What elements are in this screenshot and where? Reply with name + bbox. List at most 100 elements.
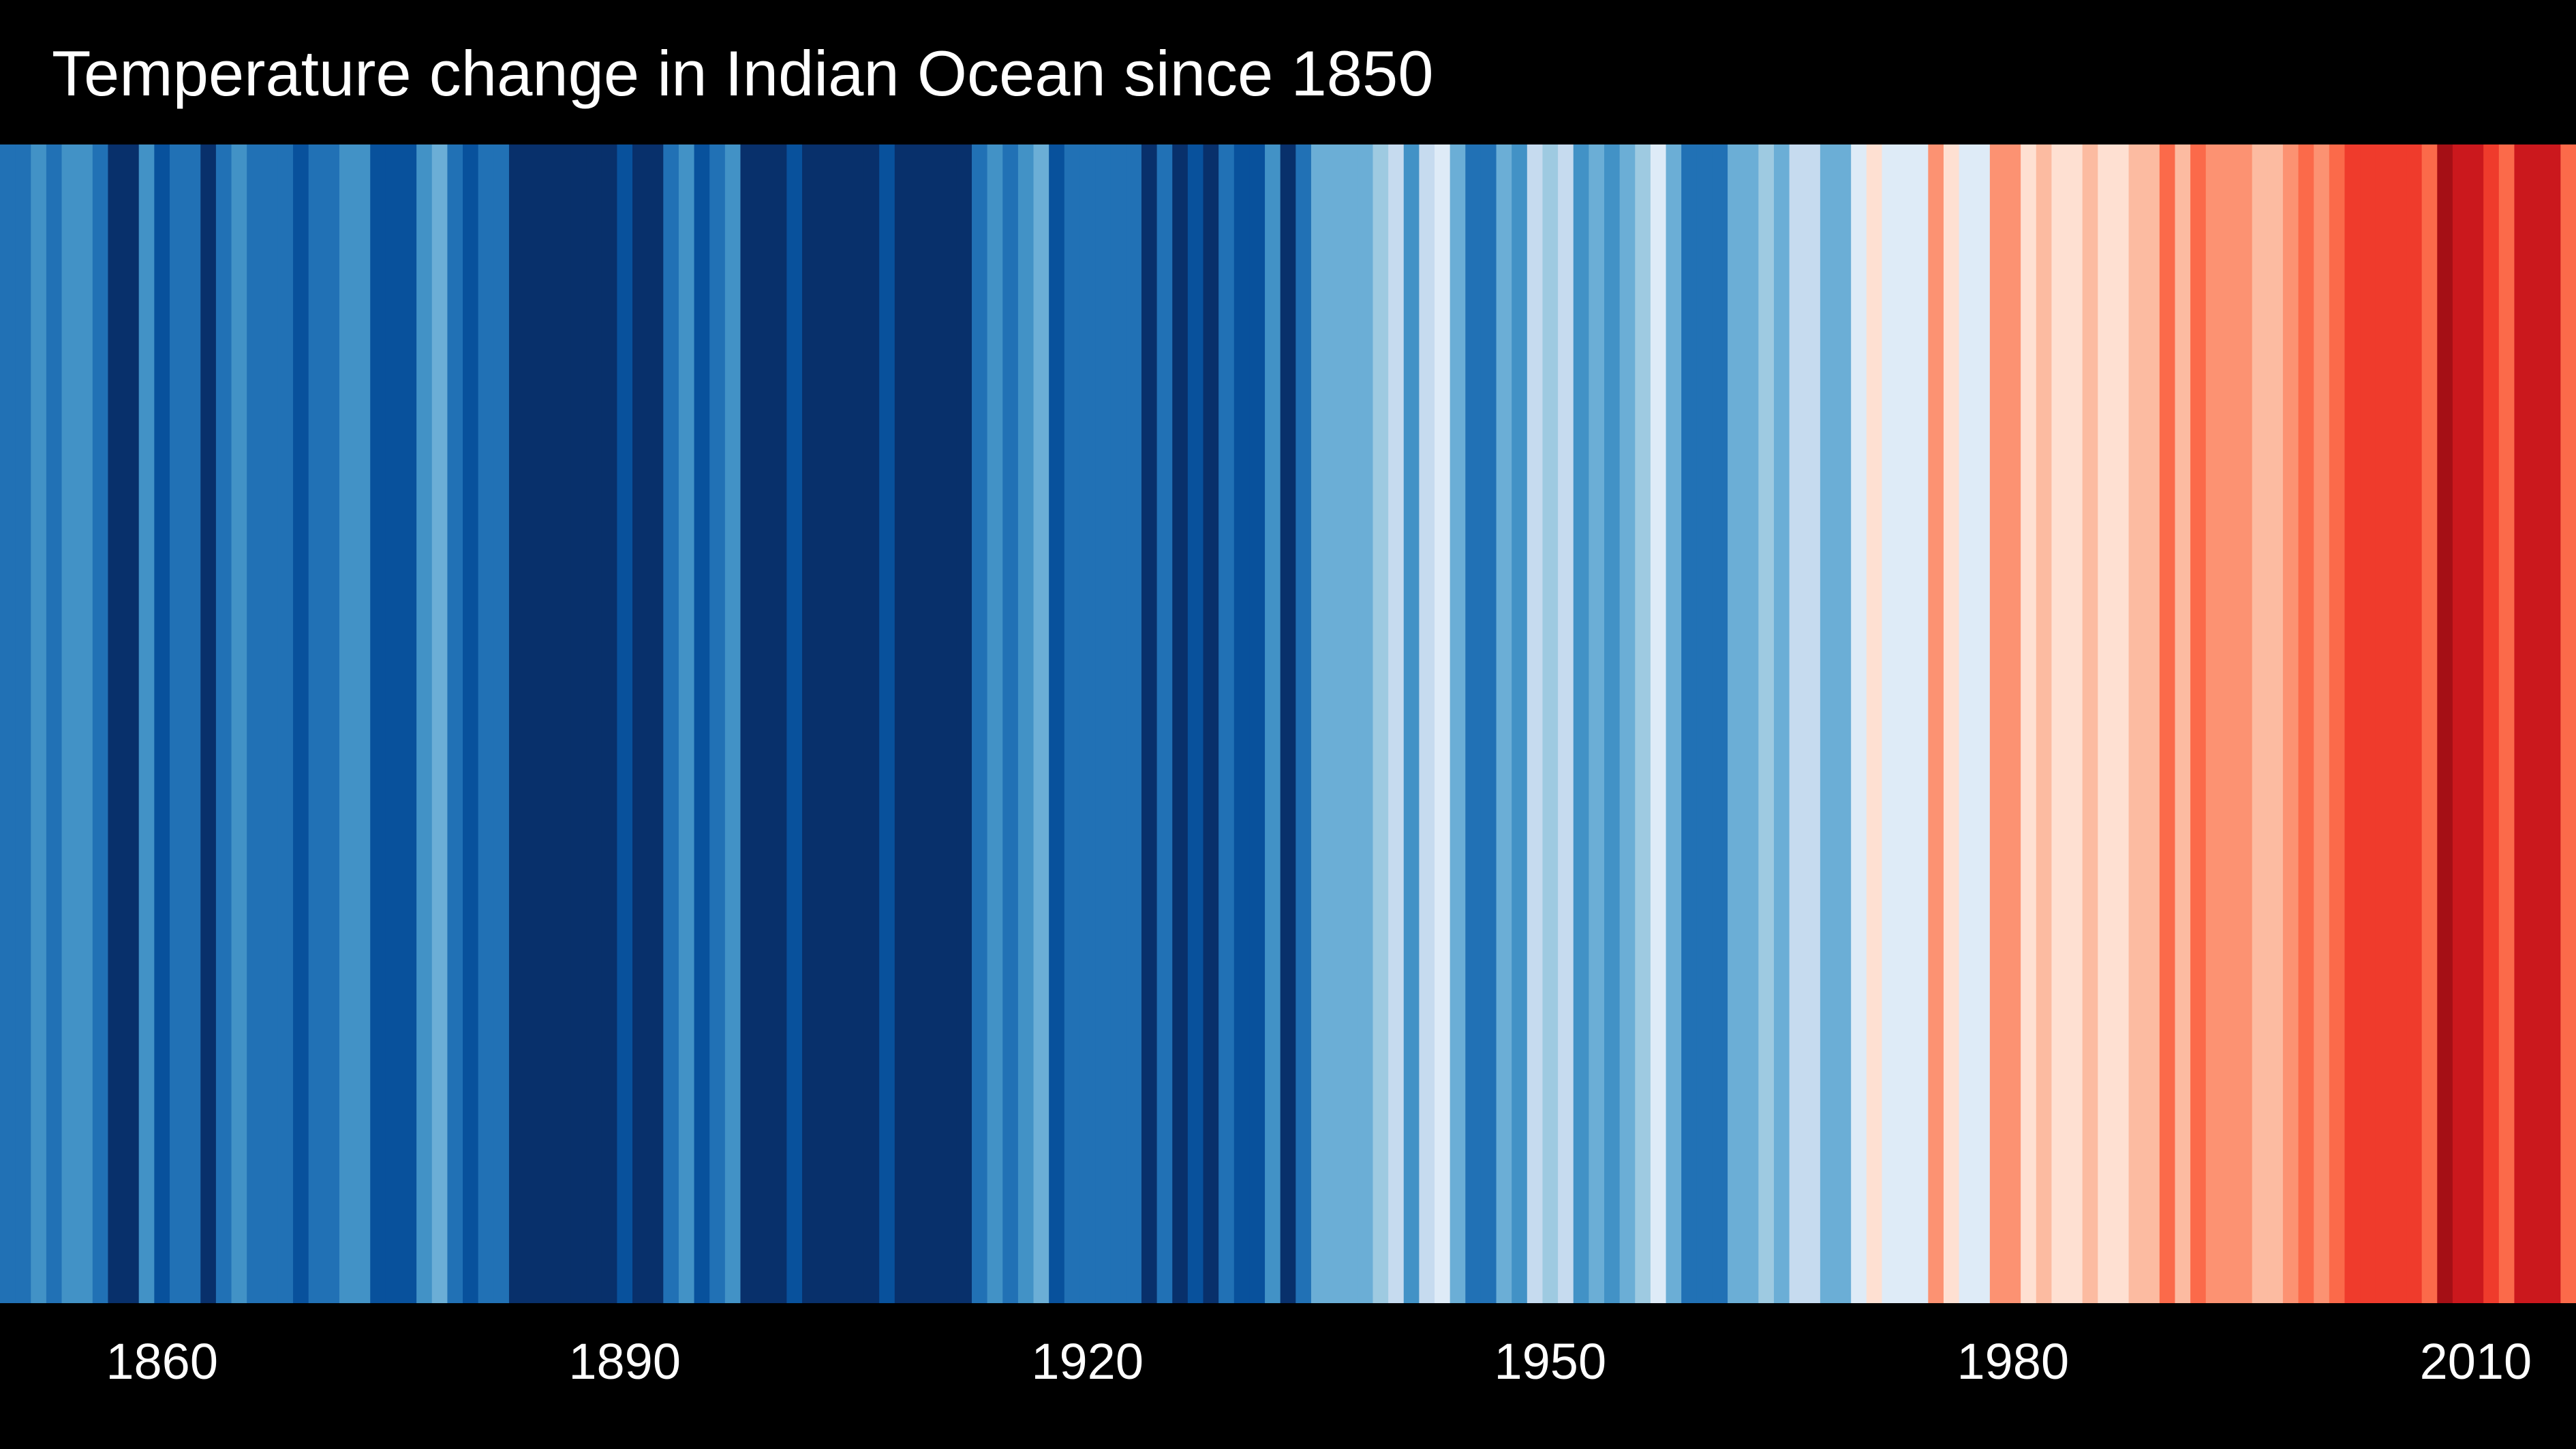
stripe-1948	[1512, 144, 1528, 1303]
stripe-1990	[2159, 144, 2176, 1303]
stripe-1967	[1805, 144, 1821, 1303]
stripe-1972	[1882, 144, 1898, 1303]
stripe-1850	[0, 144, 16, 1303]
stripe-1932	[1265, 144, 1281, 1303]
stripe-2008	[2437, 144, 2453, 1303]
stripe-1906	[863, 144, 880, 1303]
stripe-1920	[1079, 144, 1096, 1303]
stripe-2010	[2468, 144, 2484, 1303]
chart-title: Temperature change in Indian Ocean since…	[52, 37, 1434, 109]
stripe-1880	[463, 144, 479, 1303]
stripe-1995	[2237, 144, 2253, 1303]
stripe-1878	[431, 144, 448, 1303]
stripe-1986	[2098, 144, 2114, 1303]
stripe-1994	[2221, 144, 2237, 1303]
stripe-1983	[2051, 144, 2068, 1303]
stripe-1922	[1110, 144, 1126, 1303]
stripe-1907	[879, 144, 895, 1303]
stripe-2015	[2545, 144, 2561, 1303]
warming-stripes-chart	[0, 144, 2576, 1303]
stripe-1902	[802, 144, 818, 1303]
stripe-1976	[1943, 144, 1960, 1303]
stripe-1965	[1773, 144, 1790, 1303]
stripe-1956	[1635, 144, 1651, 1303]
stripe-1923	[1126, 144, 1142, 1303]
stripe-1970	[1851, 144, 1867, 1303]
stripe-1935	[1310, 144, 1328, 1303]
stripe-1900	[771, 144, 787, 1303]
stripe-1891	[632, 144, 649, 1303]
x-tick-label: 2010	[2419, 1333, 2532, 1390]
stripe-1964	[1758, 144, 1775, 1303]
stripe-1854	[61, 144, 78, 1303]
stripe-1979	[1989, 144, 2006, 1303]
stripe-1917	[1033, 144, 1049, 1303]
stripe-1858	[123, 144, 140, 1303]
stripe-1887	[570, 144, 587, 1303]
stripe-1852	[31, 144, 47, 1303]
stripe-1996	[2252, 144, 2268, 1303]
stripe-1992	[2190, 144, 2207, 1303]
stripe-2009	[2452, 144, 2469, 1303]
stripe-2014	[2530, 144, 2546, 1303]
stripe-1916	[1017, 144, 1034, 1303]
x-tick-label: 1890	[568, 1333, 681, 1390]
stripe-1908	[894, 144, 911, 1303]
stripe-1937	[1342, 144, 1358, 1303]
stripe-1951	[1558, 144, 1574, 1303]
x-tick-label: 1860	[106, 1333, 218, 1390]
x-tick-label: 1950	[1494, 1333, 1607, 1390]
stripe-1950	[1542, 144, 1559, 1303]
stripe-1974	[1912, 144, 1929, 1303]
stripe-1985	[2082, 144, 2098, 1303]
stripe-1853	[46, 144, 63, 1303]
stripe-1945	[1465, 144, 1482, 1303]
stripe-1939	[1373, 144, 1389, 1303]
stripe-1912	[956, 144, 972, 1303]
stripe-1981	[2021, 144, 2037, 1303]
stripe-1909	[910, 144, 926, 1303]
stripe-1864	[215, 144, 232, 1303]
stripe-2011	[2483, 144, 2500, 1303]
stripe-1944	[1450, 144, 1466, 1303]
stripe-1998	[2282, 144, 2299, 1303]
stripe-2016	[2560, 144, 2576, 1303]
stripe-1868	[277, 144, 294, 1303]
stripe-1861	[169, 144, 186, 1303]
stripe-1895	[694, 144, 710, 1303]
stripe-1871	[324, 144, 340, 1303]
stripe-1862	[185, 144, 201, 1303]
stripe-1989	[2144, 144, 2160, 1303]
stripe-1962	[1728, 144, 1744, 1303]
stripe-1987	[2113, 144, 2130, 1303]
x-axis: 1860 1890 1920 1950 1980 2010	[0, 1303, 2576, 1449]
stripe-1984	[2067, 144, 2083, 1303]
stripe-1883	[508, 144, 525, 1303]
stripe-1973	[1897, 144, 1914, 1303]
stripe-1904	[833, 144, 849, 1303]
stripe-1980	[2005, 144, 2021, 1303]
stripe-1888	[586, 144, 602, 1303]
stripe-1913	[971, 144, 988, 1303]
stripe-1977	[1959, 144, 1975, 1303]
stripe-1982	[2036, 144, 2053, 1303]
stripe-1931	[1249, 144, 1266, 1303]
stripe-1991	[2175, 144, 2191, 1303]
stripe-1942	[1419, 144, 1435, 1303]
stripe-2003	[2360, 144, 2376, 1303]
stripe-1860	[154, 144, 170, 1303]
stripe-1877	[416, 144, 433, 1303]
stripe-1963	[1743, 144, 1759, 1303]
stripe-1975	[1928, 144, 1944, 1303]
stripe-1941	[1403, 144, 1420, 1303]
stripe-1851	[15, 144, 31, 1303]
stripe-2007	[2421, 144, 2438, 1303]
stripe-2005	[2391, 144, 2407, 1303]
stripe-1919	[1064, 144, 1081, 1303]
stripe-1886	[555, 144, 572, 1303]
stripe-1927	[1187, 144, 1204, 1303]
x-tick-label: 1980	[1957, 1333, 2070, 1390]
stripe-1954	[1604, 144, 1621, 1303]
stripe-1875	[385, 144, 402, 1303]
stripe-1953	[1589, 144, 1605, 1303]
